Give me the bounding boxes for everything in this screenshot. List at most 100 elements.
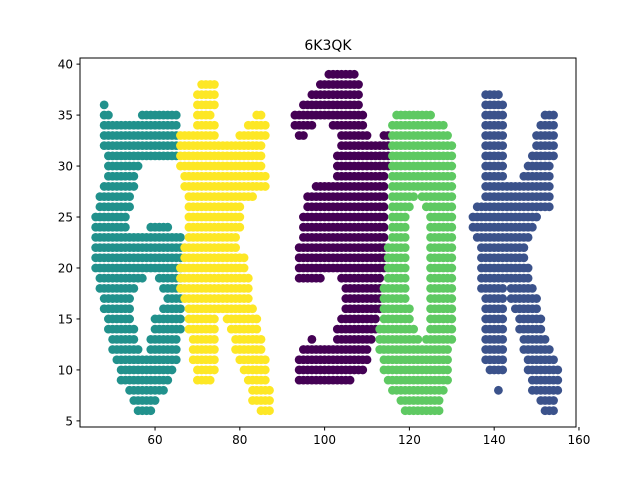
data-point <box>498 294 508 303</box>
data-point <box>260 182 270 191</box>
data-point <box>447 334 457 344</box>
data-point <box>205 375 215 385</box>
series-4 <box>375 110 457 416</box>
data-point <box>447 314 457 324</box>
data-point <box>400 253 410 263</box>
data-point <box>494 90 503 100</box>
data-point <box>209 324 219 334</box>
points-layer <box>91 69 563 416</box>
data-point <box>209 345 219 354</box>
data-point <box>235 202 245 212</box>
data-point <box>265 406 274 416</box>
data-point <box>209 334 219 344</box>
data-point <box>129 334 139 344</box>
data-point <box>163 222 173 232</box>
data-point <box>265 385 274 395</box>
data-point <box>549 406 558 416</box>
data-point <box>498 120 508 130</box>
data-point <box>553 365 563 375</box>
data-point <box>209 355 219 365</box>
data-point <box>235 212 245 222</box>
x-tick-label: 80 <box>232 433 247 447</box>
data-point <box>400 294 410 303</box>
data-point <box>375 273 385 283</box>
data-point <box>553 375 563 385</box>
data-point <box>209 314 219 324</box>
data-point <box>209 100 219 110</box>
data-point <box>404 314 414 324</box>
data-point <box>252 324 262 334</box>
data-point <box>120 212 130 222</box>
data-point <box>498 324 508 334</box>
data-point <box>256 141 266 151</box>
data-point <box>129 171 139 181</box>
data-point <box>527 283 537 293</box>
series-2 <box>176 80 274 416</box>
data-point <box>447 233 457 242</box>
data-point <box>209 365 219 375</box>
data-point <box>299 131 308 140</box>
data-point <box>553 385 563 395</box>
series-5 <box>468 90 563 416</box>
data-point <box>163 375 173 385</box>
data-point <box>409 192 419 202</box>
data-point <box>527 222 537 232</box>
data-point <box>519 253 529 263</box>
data-point <box>498 304 508 314</box>
data-point <box>447 182 457 191</box>
data-point <box>409 324 419 334</box>
data-point <box>125 202 134 212</box>
y-tick-label: 40 <box>58 58 73 72</box>
data-point <box>400 212 410 222</box>
data-point <box>171 110 181 120</box>
data-point <box>265 396 274 405</box>
data-point <box>379 182 389 191</box>
data-point <box>549 120 558 130</box>
data-point <box>209 80 219 89</box>
data-point <box>256 345 266 354</box>
data-point <box>231 233 240 242</box>
x-tick-label: 120 <box>398 433 421 447</box>
data-point <box>315 273 325 283</box>
data-point <box>544 171 554 181</box>
data-point <box>447 222 457 232</box>
data-point <box>532 294 541 303</box>
data-point <box>544 345 554 354</box>
data-point <box>171 355 181 365</box>
data-point <box>260 375 270 385</box>
data-point <box>379 212 389 222</box>
data-point <box>549 131 558 140</box>
data-point <box>498 334 508 344</box>
data-point <box>544 161 554 171</box>
data-point <box>125 304 134 314</box>
data-point <box>413 334 423 344</box>
data-point <box>176 233 185 242</box>
series-3 <box>290 69 393 385</box>
data-point <box>256 151 266 161</box>
data-point <box>544 202 554 212</box>
data-point <box>532 304 541 314</box>
data-point <box>125 192 134 202</box>
data-point <box>248 192 257 202</box>
data-point <box>498 171 508 181</box>
y-tick-label: 10 <box>58 363 73 377</box>
data-point <box>171 120 181 130</box>
data-point <box>400 273 410 283</box>
data-point <box>438 385 448 395</box>
y-tick-label: 15 <box>58 312 73 326</box>
data-point <box>536 314 546 324</box>
chart-title: 6K3QK <box>304 38 352 54</box>
data-point <box>498 131 508 140</box>
data-point <box>243 273 253 283</box>
axes-layer: 60 80 100 120 140 160 5 10 15 20 25 30 35 40 <box>58 57 590 447</box>
data-point <box>498 365 508 375</box>
data-point <box>404 202 414 212</box>
data-point <box>544 192 554 202</box>
data-point <box>366 334 376 344</box>
data-point <box>362 131 372 140</box>
data-point <box>447 324 457 334</box>
y-tick-label: 30 <box>58 160 73 174</box>
x-tick-label: 60 <box>147 433 162 447</box>
data-point <box>248 304 257 314</box>
data-point <box>104 110 113 120</box>
